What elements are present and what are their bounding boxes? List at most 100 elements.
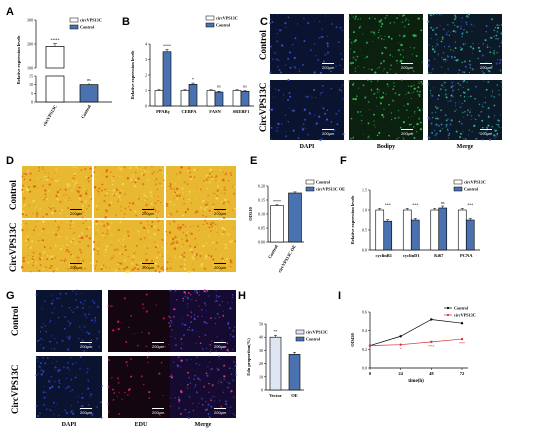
cell	[146, 356, 149, 359]
cell	[84, 267, 86, 270]
cell	[116, 263, 120, 266]
cell	[326, 45, 329, 48]
cell	[159, 182, 161, 185]
cell	[77, 401, 79, 403]
scale-bar: 200μm	[142, 263, 155, 270]
cell	[218, 355, 220, 358]
cell	[173, 197, 175, 199]
cell	[60, 259, 63, 262]
cell	[74, 308, 76, 310]
cell	[139, 166, 141, 167]
cell	[291, 43, 294, 46]
cell	[68, 263, 71, 266]
cell	[201, 315, 203, 318]
cell	[63, 194, 65, 196]
cell	[203, 224, 205, 226]
tile-background	[349, 80, 423, 140]
cell	[49, 408, 51, 410]
cell	[208, 181, 211, 184]
cell	[59, 221, 61, 223]
cell	[174, 236, 177, 239]
cell	[378, 66, 381, 69]
cell	[68, 184, 71, 187]
cell	[351, 83, 355, 86]
cell	[182, 243, 185, 246]
cell	[186, 314, 189, 317]
cell	[213, 265, 215, 267]
cell	[447, 128, 449, 130]
cell	[435, 132, 438, 135]
cell	[204, 304, 207, 307]
cell	[42, 391, 45, 394]
cell	[487, 80, 490, 84]
cell	[120, 206, 122, 208]
cell	[21, 213, 24, 216]
bar	[188, 84, 198, 107]
cell	[67, 268, 70, 270]
cell	[102, 264, 105, 267]
cell	[500, 42, 503, 44]
category-label: Ki67	[434, 253, 444, 258]
cell	[478, 132, 481, 134]
cell	[42, 227, 45, 230]
cell	[88, 313, 90, 315]
cell	[303, 40, 306, 43]
tile-background	[270, 80, 344, 140]
cell	[156, 216, 158, 219]
cell	[207, 403, 210, 406]
cell	[97, 247, 100, 250]
cell	[212, 395, 214, 398]
cell	[51, 409, 53, 412]
cell	[354, 97, 357, 101]
cell	[50, 178, 53, 181]
cell	[180, 166, 183, 169]
cell	[499, 59, 502, 62]
cell	[59, 200, 62, 204]
cell	[144, 214, 146, 217]
cell	[196, 186, 198, 188]
cell	[407, 23, 410, 26]
cell	[430, 14, 433, 17]
cell	[433, 28, 435, 30]
cell	[91, 413, 94, 416]
cell	[361, 55, 363, 57]
cell	[207, 413, 210, 415]
cell	[49, 268, 52, 271]
cell	[203, 302, 206, 305]
cell	[493, 104, 496, 107]
cell	[453, 18, 456, 21]
cell	[282, 99, 284, 101]
cell	[163, 188, 165, 190]
cell	[112, 388, 114, 391]
cell	[148, 391, 151, 394]
cell	[294, 37, 297, 40]
cell	[460, 48, 463, 51]
cell	[75, 242, 77, 245]
cell	[32, 199, 35, 203]
cell	[354, 70, 357, 73]
legend-swatch	[453, 186, 463, 192]
cell	[469, 111, 471, 113]
cell	[402, 138, 405, 140]
chart-panel-e: 0.000.050.100.150.20OD510****Controlcirc…	[248, 180, 345, 274]
cell	[180, 245, 183, 248]
cell	[190, 202, 192, 204]
category-label: Control	[80, 103, 92, 119]
cell	[493, 35, 495, 37]
legend-label: Control	[306, 337, 321, 342]
cell	[105, 210, 108, 213]
cell	[478, 115, 480, 117]
cell	[166, 234, 168, 236]
cell	[225, 173, 228, 175]
cell	[437, 124, 441, 127]
cell	[146, 220, 149, 222]
cell	[119, 221, 122, 224]
cell	[176, 194, 179, 198]
series-line	[369, 338, 463, 346]
cell	[210, 399, 212, 402]
cell	[96, 208, 98, 211]
cell	[215, 175, 218, 178]
cell	[222, 374, 224, 376]
cell	[133, 184, 137, 188]
cell	[199, 254, 202, 258]
